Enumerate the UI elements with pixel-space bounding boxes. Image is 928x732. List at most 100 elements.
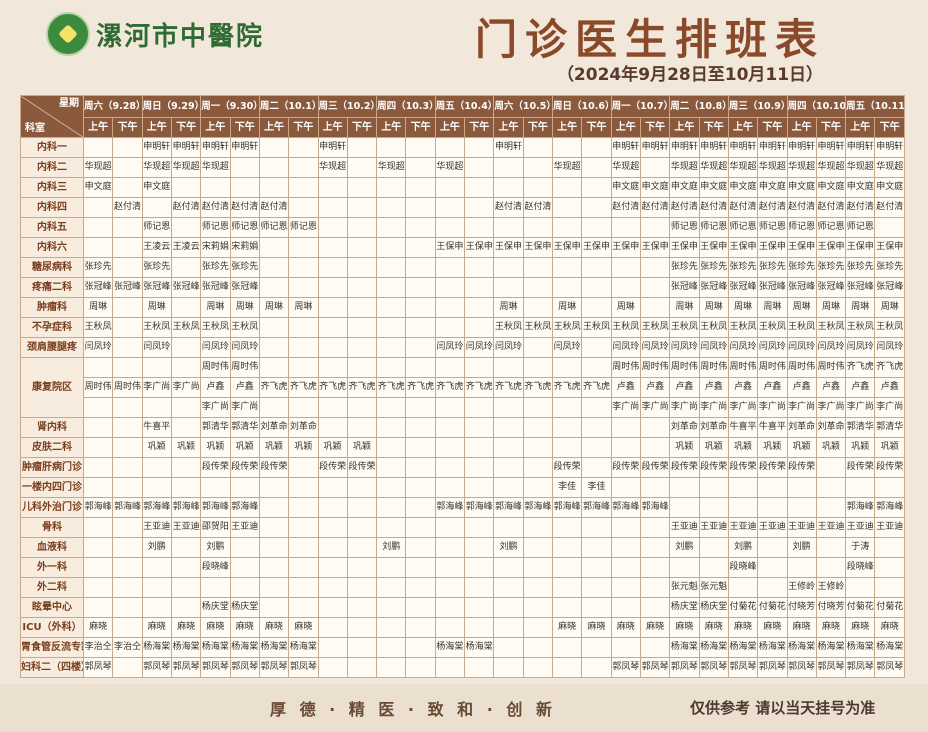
schedule-cell: 付晓芳	[815, 597, 847, 618]
schedule-cell: 卢鑫	[727, 377, 759, 398]
schedule-cell	[874, 577, 905, 598]
schedule-cell	[610, 577, 641, 598]
schedule-cell: 张冠峰	[669, 277, 700, 298]
schedule-cell	[493, 217, 524, 238]
schedule-cell: 郭海峰	[551, 497, 583, 518]
schedule-cell	[786, 477, 817, 498]
schedule-cell: 段晓峰	[845, 557, 876, 578]
schedule-cell: 周琳	[493, 297, 524, 318]
schedule-cell	[727, 497, 759, 518]
schedule-cell: 申文庭	[757, 177, 788, 198]
schedule-cell: 闫凤玲	[698, 337, 729, 358]
schedule-cell: 杨海棠	[200, 637, 231, 658]
department: 不孕症科	[20, 317, 84, 338]
schedule-cell	[200, 577, 231, 598]
schedule-cell: 郭海峰	[170, 497, 202, 518]
schedule-cell: 巩颖	[170, 437, 202, 458]
schedule-cell: 华现超	[669, 157, 700, 178]
schedule-cell	[464, 577, 495, 598]
schedule-cell	[639, 437, 671, 458]
schedule-cell: 王保申	[786, 237, 817, 258]
schedule-cell	[317, 537, 348, 558]
schedule-cell: 麻晓	[258, 617, 290, 638]
schedule-cell	[757, 537, 788, 558]
schedule-cell: 王保申	[493, 237, 524, 258]
schedule-cell: 王保申	[610, 237, 641, 258]
schedule-cell: 杨海棠	[874, 637, 905, 658]
schedule-cell	[346, 337, 378, 358]
schedule-cell	[141, 477, 172, 498]
schedule-cell: 王亚迪	[727, 517, 759, 538]
schedule-cell	[493, 177, 524, 198]
schedule-cell	[317, 257, 348, 278]
schedule-cell: 段传荣	[757, 457, 788, 478]
schedule-cell	[170, 477, 202, 498]
schedule-cell: 段传荣	[874, 457, 905, 478]
schedule-cell	[493, 657, 524, 678]
schedule-cell	[405, 557, 436, 578]
schedule-cell: 张冠峰	[727, 277, 759, 298]
schedule-cell: 王凌云	[141, 237, 172, 258]
department: 外一科	[20, 557, 84, 578]
schedule-cell	[551, 657, 583, 678]
schedule-cell: 巩颖	[874, 437, 905, 458]
schedule-cell: 巩颖	[288, 437, 319, 458]
schedule-cell: 张冠峰	[229, 277, 260, 298]
schedule-cell: 王秋凤	[82, 317, 114, 338]
schedule-cell: 王亚迪	[786, 517, 817, 538]
schedule-cell: 齐飞虎	[522, 377, 554, 398]
schedule-cell: 赵付清	[610, 197, 641, 218]
schedule-cell	[493, 597, 524, 618]
schedule-cell: 郭凤琴	[258, 657, 290, 678]
schedule-row: 内科四 赵付清 赵付清 赵付清 赵付清 赵付清 赵付清 赵付清 赵付清 赵付清 赵付清 赵付清 赵付清赵…	[20, 197, 905, 218]
department: 眩晕中心	[20, 597, 84, 618]
schedule-cell: 杨庆堂	[229, 597, 260, 618]
schedule-cell: 张珍先	[874, 257, 905, 278]
schedule-cell: 齐飞虎	[551, 377, 583, 398]
schedule-cell: 李广尚	[170, 377, 202, 398]
schedule-cell	[405, 597, 436, 618]
schedule-cell: 张冠峰	[757, 277, 788, 298]
schedule-cell: 杨海棠	[815, 637, 847, 658]
schedule-cell	[170, 217, 202, 238]
subtitle: （2024年9月28日至10月11日）	[556, 65, 824, 85]
half-header: 下午	[757, 117, 788, 138]
schedule-cell	[288, 137, 319, 158]
schedule-cell: 郭海峰	[229, 497, 260, 518]
schedule-cell	[346, 597, 378, 618]
schedule-cell	[581, 257, 612, 278]
schedule-cell: 申文庭	[669, 177, 700, 198]
schedule-cell: 郭海峰	[141, 497, 172, 518]
department: ICU（外科）	[20, 617, 84, 638]
schedule-cell	[434, 477, 466, 498]
schedule-cell: 张珍先	[669, 257, 700, 278]
schedule-cell: 李广尚	[757, 397, 788, 418]
schedule-cell: 杨海棠	[727, 637, 759, 658]
schedule-cell: 王秋凤	[229, 317, 260, 338]
half-header: 下午	[112, 117, 143, 138]
schedule-cell: 张冠峰	[786, 277, 817, 298]
schedule-cell: 华现超	[200, 157, 231, 178]
schedule-cell	[346, 637, 378, 658]
department: 骨科	[20, 517, 84, 538]
schedule-cell: 师记恩	[258, 217, 290, 238]
department: 颈肩腰腿疼	[20, 337, 84, 358]
schedule-cell	[288, 557, 319, 578]
schedule-cell	[522, 557, 554, 578]
schedule-cell: 卢鑫	[200, 377, 231, 398]
schedule-cell: 付菊花	[874, 597, 905, 618]
schedule-cell	[405, 157, 436, 178]
schedule-cell	[434, 257, 466, 278]
schedule-cell: 郭凤琴	[170, 657, 202, 678]
schedule-cell: 麻晓	[874, 617, 905, 638]
schedule-cell	[112, 517, 143, 538]
schedule-cell	[669, 477, 700, 498]
notice: 仅供参考 请以当天挂号为准	[690, 699, 876, 717]
schedule-cell: 杨海棠	[669, 637, 700, 658]
schedule-cell: 闫凤玲	[493, 337, 524, 358]
schedule-cell: 王保申	[727, 237, 759, 258]
day-header: 周日（9.29）	[141, 95, 202, 118]
schedule-cell: 王保申	[434, 237, 466, 258]
schedule-cell	[522, 177, 554, 198]
